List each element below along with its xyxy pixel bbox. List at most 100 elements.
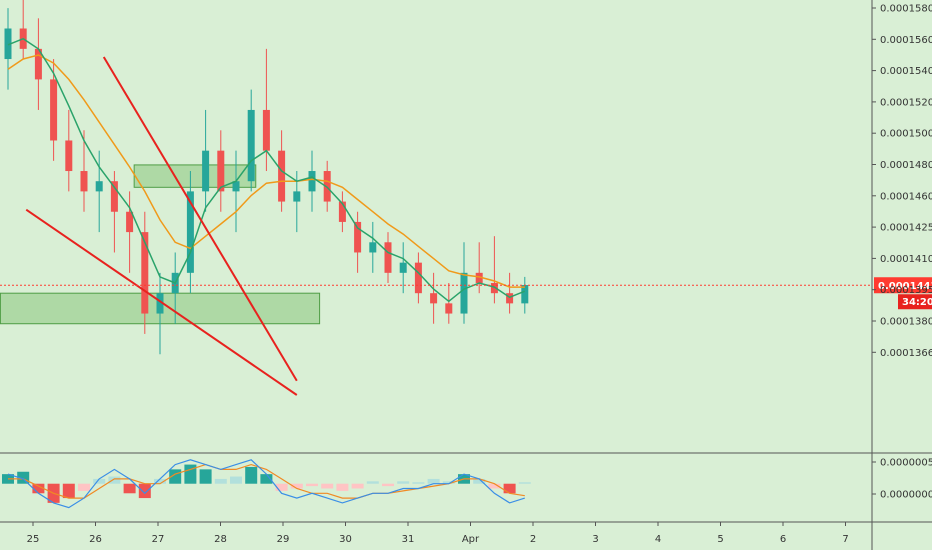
macd-hist-bar xyxy=(245,466,258,484)
macd-hist-bar xyxy=(154,478,166,484)
candle-body xyxy=(278,150,286,202)
candle-body xyxy=(141,232,149,314)
current-price-label: 0.00014439 xyxy=(878,281,932,292)
candle-body xyxy=(217,150,225,192)
macd-hist-bar xyxy=(123,483,136,494)
x-tick-label: 29 xyxy=(277,534,290,545)
candle-body xyxy=(4,28,12,60)
current-price-layer: 0.00014439 34:20 xyxy=(0,277,932,310)
candle-body xyxy=(521,285,529,304)
x-tick-label: 5 xyxy=(717,534,723,545)
macd-hist-bar xyxy=(17,471,30,484)
macd-hist-bar xyxy=(108,476,121,484)
macd-line xyxy=(7,459,525,509)
candle-body xyxy=(50,79,58,141)
candle-body xyxy=(490,283,498,294)
candle-body xyxy=(34,48,42,80)
x-tick-label: 27 xyxy=(152,534,165,545)
x-tick-label: 26 xyxy=(89,534,102,545)
countdown-label: 34:20 xyxy=(902,297,932,308)
macd-hist-bar xyxy=(366,481,379,484)
candle-body xyxy=(80,171,88,192)
x-tick-label: 6 xyxy=(780,534,786,545)
macd-hist-bar xyxy=(199,469,212,484)
x-tick-label: 7 xyxy=(842,534,848,545)
candle-body xyxy=(399,262,407,273)
x-tick-label: 30 xyxy=(339,534,352,545)
candle-body xyxy=(126,211,134,233)
trendline-2 xyxy=(25,208,298,396)
candle-body xyxy=(202,150,210,192)
candle-body xyxy=(338,201,346,222)
candle-body xyxy=(475,272,483,284)
macd-hist-bar xyxy=(321,483,334,489)
x-tick-label: Apr xyxy=(462,534,480,545)
x-tick-label: 28 xyxy=(214,534,227,545)
macd-hist-bar xyxy=(62,483,75,499)
macd-hist-bar xyxy=(93,478,106,484)
candle-body xyxy=(369,242,377,253)
macd-hist-bar xyxy=(336,483,349,491)
candle-body xyxy=(156,293,164,314)
candle-body xyxy=(354,221,362,253)
macd-hist-bar xyxy=(138,483,151,499)
candle-body xyxy=(262,109,270,151)
candle-body xyxy=(293,191,301,202)
macd-hist-bar xyxy=(488,483,501,489)
macd-signal-line xyxy=(8,463,525,499)
macd-hist-bar xyxy=(351,483,364,489)
macd-hist-bar xyxy=(290,483,303,489)
ma-slow-line xyxy=(7,54,525,288)
x-tick-label: 4 xyxy=(655,534,661,545)
macd-hist-bar xyxy=(214,478,227,484)
macd-hist-bar xyxy=(397,481,410,484)
candle-body xyxy=(232,181,240,192)
x-tick-label: 31 xyxy=(402,534,415,545)
candle-body xyxy=(65,140,73,172)
macd-hist-bar xyxy=(503,483,516,494)
current-price-tag xyxy=(874,277,932,294)
candle-body xyxy=(186,191,194,273)
candle-body xyxy=(384,242,392,273)
candle-body xyxy=(414,262,422,294)
ma-fast-line xyxy=(7,37,526,303)
macd-hist-bar xyxy=(32,483,45,494)
macd-hist-bar xyxy=(275,483,288,491)
macd-hist-bar xyxy=(427,478,440,484)
macd-hist-bar xyxy=(382,483,394,487)
macd-hist-bar xyxy=(442,481,455,484)
y-tick-label: 0.00013660 xyxy=(880,348,932,359)
x-tick-label: 3 xyxy=(592,534,598,545)
macd-hist-bar xyxy=(518,482,531,484)
macd-hist-bar xyxy=(412,482,425,484)
candle-body xyxy=(247,109,255,182)
macd-hist-bar xyxy=(473,478,486,484)
moving-averages xyxy=(7,37,526,303)
countdown-tag xyxy=(898,294,932,310)
zone-1 xyxy=(133,164,257,188)
candle-body xyxy=(506,293,514,304)
macd-hist-bar xyxy=(260,474,273,484)
candle-body xyxy=(445,303,453,314)
candle-body xyxy=(323,171,331,202)
macd-hist-bar xyxy=(230,476,242,484)
candle-body xyxy=(430,293,438,304)
candle-body xyxy=(308,171,316,192)
